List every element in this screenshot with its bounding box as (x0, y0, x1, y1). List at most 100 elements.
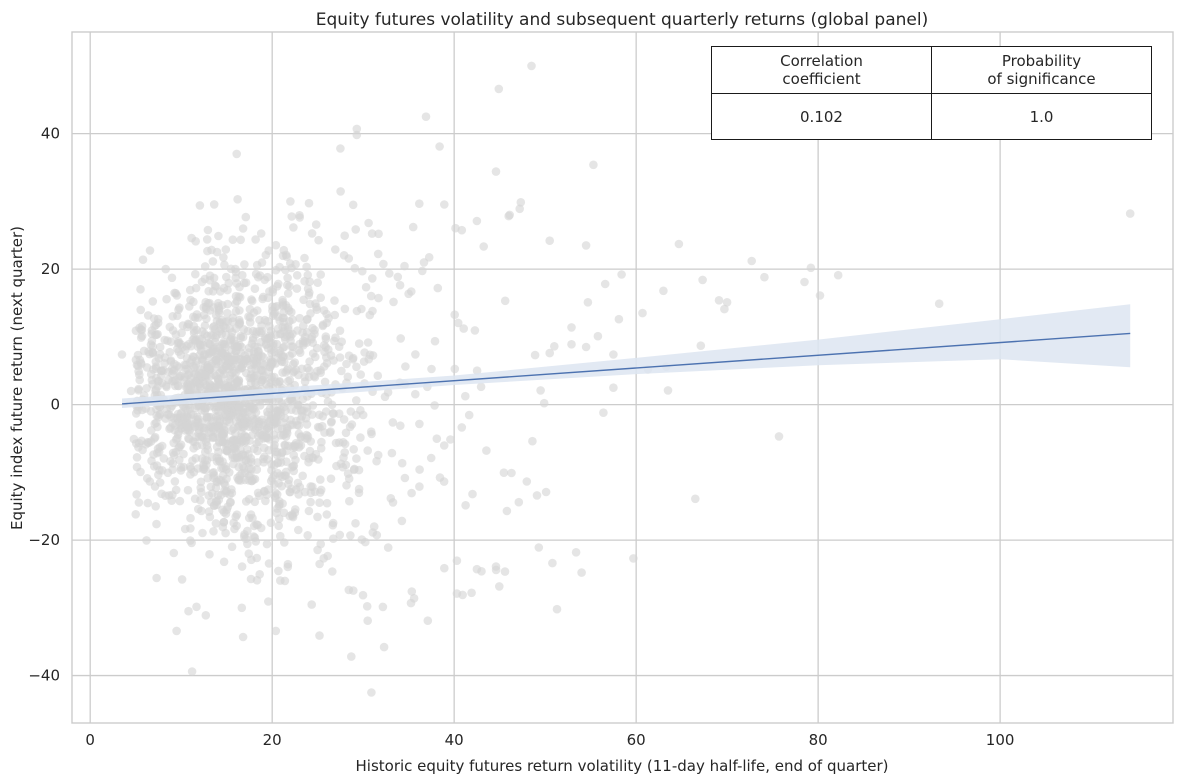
data-point (435, 473, 445, 482)
data-point (806, 263, 816, 273)
x-tick-label: 80 (809, 731, 828, 749)
data-point (284, 475, 294, 485)
data-point (235, 306, 244, 315)
data-point (251, 371, 261, 380)
data-point (171, 375, 180, 385)
data-point (335, 353, 345, 362)
data-point (268, 302, 277, 312)
data-point (311, 220, 321, 229)
data-point (219, 429, 229, 438)
data-point (175, 303, 184, 313)
data-point (136, 467, 145, 477)
data-point (433, 283, 443, 293)
data-point (232, 149, 241, 159)
data-point (527, 61, 536, 71)
data-point (340, 231, 350, 240)
data-point (395, 280, 405, 290)
data-point (227, 450, 237, 459)
data-point (339, 415, 349, 424)
data-point (165, 347, 175, 357)
data-point (259, 418, 268, 427)
data-point (638, 308, 647, 318)
data-point (423, 616, 433, 625)
data-point (225, 498, 235, 508)
data-point (302, 403, 312, 412)
data-point (238, 270, 247, 280)
data-point (189, 297, 198, 307)
data-point (172, 291, 182, 300)
data-point (302, 420, 312, 429)
data-point (283, 441, 293, 451)
data-point (300, 487, 310, 497)
data-point (273, 379, 282, 388)
data-point (203, 473, 212, 483)
data-point (201, 447, 210, 457)
data-point (192, 356, 201, 366)
data-point (166, 357, 175, 366)
regression-line (121, 332, 1131, 405)
data-point (482, 446, 491, 455)
data-point (388, 498, 398, 507)
data-point (295, 213, 305, 222)
data-point (211, 519, 221, 528)
data-point (446, 435, 455, 444)
data-point (328, 518, 338, 528)
data-point (491, 167, 501, 176)
data-point (289, 466, 299, 476)
data-point (614, 314, 624, 324)
data-point (674, 239, 684, 249)
data-point (236, 333, 245, 343)
data-point (152, 573, 161, 583)
correlation-header: Correlation coefficient (711, 46, 932, 94)
data-point (192, 325, 202, 335)
data-point (224, 355, 234, 365)
data-point (350, 263, 360, 273)
data-point (347, 652, 356, 661)
data-point (457, 423, 467, 432)
data-point (187, 667, 197, 676)
data-point (212, 247, 222, 257)
data-point (343, 372, 353, 382)
data-point (450, 364, 460, 374)
data-point (272, 418, 282, 427)
data-point (170, 365, 179, 375)
data-point (363, 338, 373, 347)
data-point (515, 204, 524, 214)
data-point (659, 286, 668, 296)
data-point (366, 291, 376, 301)
data-point (238, 632, 248, 642)
data-point (152, 519, 161, 529)
data-point (157, 489, 166, 499)
data-point (346, 531, 355, 540)
data-point (153, 314, 163, 324)
data-point (356, 433, 365, 442)
data-point (170, 477, 180, 486)
data-point (243, 539, 252, 549)
data-point (308, 349, 318, 358)
data-point (129, 434, 139, 444)
data-point (255, 401, 265, 410)
data-point (197, 440, 207, 450)
data-point (175, 496, 185, 506)
data-point (315, 488, 325, 497)
data-point (205, 379, 215, 389)
data-point (166, 337, 176, 347)
data-point (567, 323, 576, 332)
data-point (244, 476, 254, 485)
data-point (186, 384, 196, 394)
data-point (231, 429, 240, 438)
data-point (231, 512, 240, 522)
data-point (363, 446, 373, 455)
data-point (275, 497, 284, 506)
data-point (415, 465, 424, 474)
data-point (263, 317, 272, 326)
data-point (344, 585, 354, 595)
data-point (211, 359, 221, 369)
data-point (408, 222, 418, 232)
data-point (183, 319, 193, 329)
data-point (541, 487, 551, 497)
data-point (205, 550, 214, 559)
data-point (196, 496, 205, 505)
data-point (200, 455, 210, 465)
data-point (307, 410, 317, 419)
